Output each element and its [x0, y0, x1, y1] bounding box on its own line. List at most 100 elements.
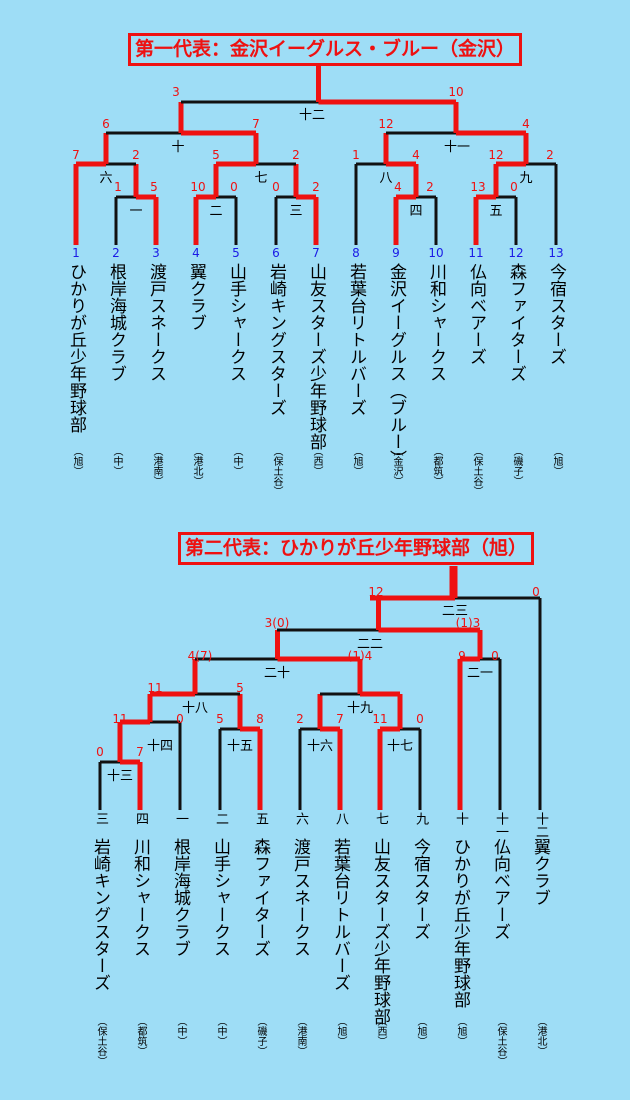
bracket2-round-label: 十九: [346, 701, 373, 716]
bracket2-round-label: 十五: [226, 739, 253, 754]
bracket2-score: 7: [136, 745, 144, 759]
bracket1-seed: 13: [548, 246, 564, 260]
bracket1-seed: 3: [152, 246, 160, 260]
bracket1-team-name: 金沢イーグルス（ブルー）: [386, 263, 406, 467]
bracket2-team-region: （旭）: [335, 1016, 346, 1046]
bracket1-round-label: 九: [519, 171, 533, 186]
bracket1-seed: 12: [508, 246, 524, 260]
bracket2-round-label: 十七: [386, 739, 413, 754]
bracket1-round-label: 七: [254, 171, 268, 186]
bracket1-score: 3: [172, 85, 180, 99]
bracket1-round-label: 六: [99, 171, 113, 186]
bracket2-team-name: 森ファイターズ: [250, 838, 270, 957]
bracket1-score: 0: [272, 180, 280, 194]
bracket2-team-label: 二: [213, 812, 228, 825]
bracket1-round-label: 十一: [444, 140, 471, 155]
bracket2-team-region: （磯子）: [255, 1016, 266, 1056]
bracket1-team-name: 山手シャークス: [226, 263, 246, 382]
bracket2-score: 0: [532, 585, 540, 599]
bracket2-team-region: （保土谷）: [95, 1016, 106, 1066]
bracket2-score: 11: [112, 712, 128, 726]
bracket2-score: 0: [491, 649, 499, 663]
bracket1-team-region: （金沢）: [391, 446, 402, 486]
bracket1-score: 2: [426, 180, 434, 194]
bracket1-team-name: 岩崎キングスターズ: [266, 263, 286, 416]
bracket1-team-name: 今宿スターズ: [546, 263, 566, 365]
bracket1-round-label: 十二: [299, 108, 326, 123]
bracket2-round-label: 二一: [466, 666, 493, 681]
bracket1-team-name: 森ファイターズ: [506, 263, 526, 382]
bracket2-team-name: 翼クラブ: [530, 838, 550, 906]
bracket1-seed: 6: [272, 246, 280, 260]
bracket1-team-name: 若葉台リトルバーズ: [346, 263, 366, 416]
bracket1-score: 4: [522, 117, 530, 131]
bracket2-team-label: 三: [93, 812, 108, 825]
bracket1-score: 10: [190, 180, 206, 194]
bracket1-score: 2: [312, 180, 320, 194]
bracket1-seed: 9: [392, 246, 400, 260]
bracket2-round-label: 十三: [106, 769, 133, 784]
bracket2-team-label: 十一: [493, 812, 508, 838]
bracket2-team-name: 山手シャークス: [210, 838, 230, 957]
bracket2-score: 9: [458, 649, 466, 663]
bracket1-team-name: 山友スターズ少年野球部: [306, 263, 326, 450]
bracket1-score: 7: [252, 117, 260, 131]
bracket2-score: 0: [176, 712, 184, 726]
bracket1-team-region: （保土谷）: [271, 446, 282, 496]
bracket2-round-label: 二三: [441, 604, 468, 619]
bracket2-team-label: 七: [373, 812, 388, 825]
bracket2-team-region: （港南）: [295, 1016, 306, 1056]
bracket1-seed: 1: [72, 246, 80, 260]
bracket2-team-region: （旭）: [415, 1016, 426, 1046]
bracket1-score: 12: [378, 117, 394, 131]
bracket1-team-name: 翼クラブ: [186, 263, 206, 331]
bracket1-score: 2: [546, 148, 554, 162]
bracket1-seed: 4: [192, 246, 200, 260]
bracket1-team-region: （港南）: [151, 446, 162, 486]
bracket1-seed: 8: [352, 246, 360, 260]
bracket1-round-label: 八: [379, 171, 393, 186]
bracket2-score: 4(7): [187, 649, 213, 663]
bracket1-score: 2: [132, 148, 140, 162]
bracket1-team-region: （保土谷）: [471, 446, 482, 496]
bracket2-score: 2: [296, 712, 304, 726]
bracket1-team-name: 根岸海城クラブ: [106, 263, 126, 382]
bracket1-team-region: （中）: [111, 446, 122, 476]
bracket2-score: 0: [416, 712, 424, 726]
bracket1-round-label: 十: [171, 140, 185, 155]
bracket1-team-name: 川和シャークス: [426, 263, 446, 382]
bracket2-team-name: 仏向ベアーズ: [490, 838, 510, 940]
bracket1-seed: 10: [428, 246, 444, 260]
bracket2-team-name: 岩崎キングスターズ: [90, 838, 110, 991]
bracket2-round-label: 十六: [306, 739, 333, 754]
bracket2-score: 11: [372, 712, 388, 726]
bracket1-team-name: 仏向ベアーズ: [466, 263, 486, 365]
bracket1-team-region: （中）: [231, 446, 242, 476]
bracket1-team-region: （磯子）: [511, 446, 522, 486]
bracket2-round-label: 二二: [356, 637, 383, 652]
bracket2-score: (1)3: [455, 616, 481, 630]
bracket2-score: 3(0): [264, 616, 290, 630]
bracket2-title: 第二代表：ひかりが丘少年野球部（旭）: [178, 532, 535, 565]
bracket1-score: 5: [212, 148, 220, 162]
bracket2-round-label: 十四: [146, 739, 173, 754]
bracket2-team-label: 九: [413, 812, 428, 825]
bracket1-score: 12: [488, 148, 504, 162]
bracket1-score: 5: [150, 180, 158, 194]
bracket2-team-region: （都筑）: [135, 1016, 146, 1056]
bracket2-team-label: 六: [293, 812, 308, 825]
bracket1-score: 2: [292, 148, 300, 162]
bracket1-team-region: （旭）: [71, 446, 82, 476]
bracket2-team-name: 今宿スターズ: [410, 838, 430, 940]
bracket2-team-name: 山友スターズ少年野球部: [370, 838, 390, 1025]
bracket1-round-label: 四: [409, 204, 423, 219]
bracket2-score: 7: [336, 712, 344, 726]
bracket1-team-region: （旭）: [551, 446, 562, 476]
bracket1-score: 1: [114, 180, 122, 194]
bracket2-score: 0: [96, 745, 104, 759]
bracket1-round-label: 二: [209, 204, 223, 219]
bracket2-team-name: 若葉台リトルバーズ: [330, 838, 350, 991]
bracket1-seed: 11: [468, 246, 484, 260]
bracket1-round-label: 三: [289, 204, 303, 219]
